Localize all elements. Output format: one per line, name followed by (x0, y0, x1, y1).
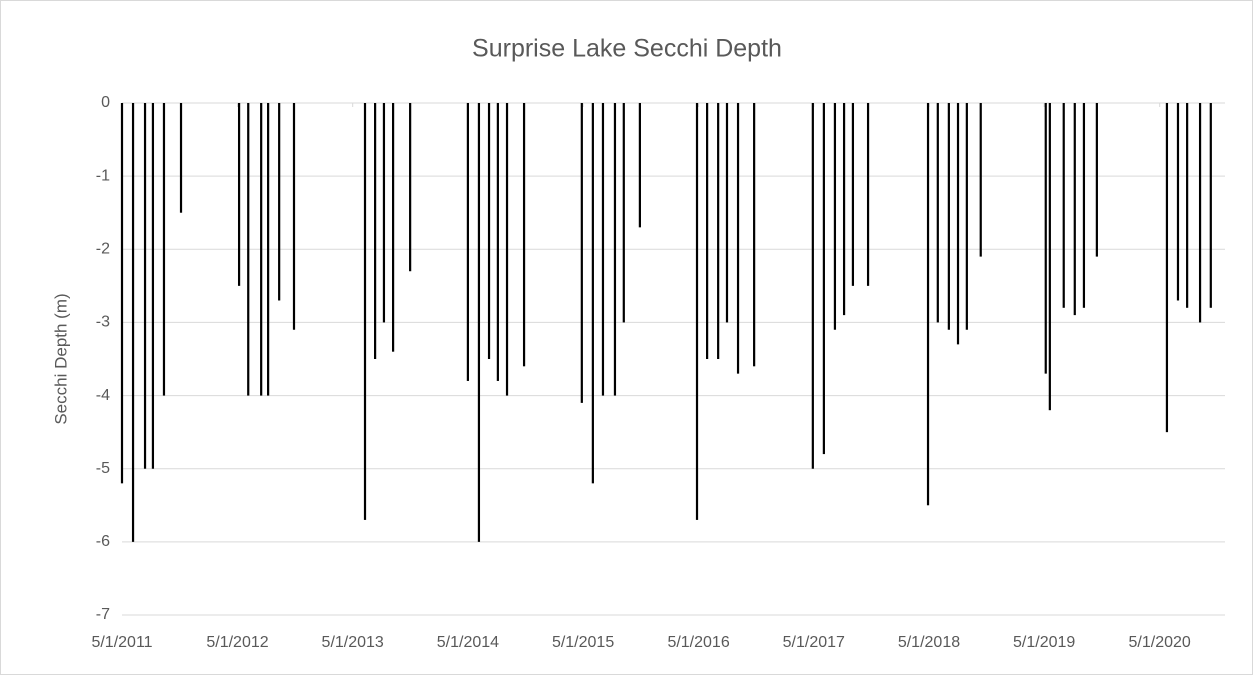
bar (947, 103, 950, 330)
bar (622, 103, 625, 323)
bar (1073, 103, 1076, 316)
bar (936, 103, 939, 323)
bar (363, 103, 367, 520)
y-tick-label: -5 (96, 460, 110, 477)
bar (695, 103, 699, 520)
bar (247, 103, 250, 396)
bar (120, 103, 124, 484)
bar (851, 103, 855, 286)
y-tick-label: -1 (96, 167, 110, 184)
y-axis-title: Secchi Depth (m) (51, 293, 70, 424)
bar (822, 103, 825, 455)
bar (522, 103, 526, 367)
x-tick-label: 5/1/2011 (91, 634, 152, 651)
bar (965, 103, 968, 330)
bar (477, 103, 481, 542)
bar (717, 103, 720, 359)
bar (382, 103, 386, 323)
bar (1209, 103, 1212, 308)
x-tick-label: 5/1/2018 (898, 634, 960, 651)
y-tick-label: -7 (96, 606, 110, 623)
bar (842, 103, 846, 316)
bar (1186, 103, 1189, 308)
bar (1044, 103, 1047, 374)
bar (601, 103, 605, 396)
bar (143, 103, 147, 469)
y-tick-label: 0 (101, 94, 110, 111)
x-tick-label: 5/1/2015 (552, 634, 614, 651)
bar (736, 103, 740, 374)
x-tick-label: 5/1/2019 (1013, 634, 1075, 651)
bar (1048, 103, 1051, 411)
bar (151, 103, 155, 469)
bar (591, 103, 594, 484)
bar (1176, 103, 1180, 301)
bar (706, 103, 709, 359)
x-tick-label: 5/1/2013 (322, 634, 384, 651)
chart-title: Surprise Lake Secchi Depth (472, 35, 782, 63)
bar (260, 103, 263, 396)
x-tick-label: 5/1/2016 (667, 634, 729, 651)
x-tick-label: 5/1/2012 (206, 634, 268, 651)
x-tick-label: 5/1/2017 (783, 634, 845, 651)
bar (833, 103, 837, 330)
bar (374, 103, 377, 359)
bar (956, 103, 960, 345)
bar (638, 103, 641, 228)
x-tick-label: 5/1/2020 (1129, 634, 1191, 651)
bar (131, 103, 135, 542)
bar (162, 103, 166, 396)
bar (278, 103, 281, 301)
bar (267, 103, 270, 396)
bar (1082, 103, 1086, 308)
bar (866, 103, 870, 286)
bar (725, 103, 729, 323)
y-tick-label: -3 (96, 314, 110, 331)
y-tick-label: -2 (96, 241, 110, 258)
bar (1062, 103, 1065, 308)
bar (237, 103, 241, 286)
bar (292, 103, 296, 330)
x-tick-label: 5/1/2014 (437, 634, 499, 651)
bar (391, 103, 395, 352)
bar (580, 103, 583, 403)
bar (1198, 103, 1202, 323)
bar (409, 103, 412, 272)
bar (926, 103, 930, 506)
bar (753, 103, 756, 367)
y-tick-label: -6 (96, 533, 110, 550)
bar (179, 103, 183, 213)
bar (1095, 103, 1098, 257)
bar (613, 103, 617, 396)
bar (505, 103, 509, 396)
bar (496, 103, 499, 381)
bar (811, 103, 814, 469)
bar (1165, 103, 1169, 433)
bar (979, 103, 982, 257)
bar (466, 103, 469, 381)
y-tick-label: -4 (96, 387, 110, 404)
bar (487, 103, 491, 359)
